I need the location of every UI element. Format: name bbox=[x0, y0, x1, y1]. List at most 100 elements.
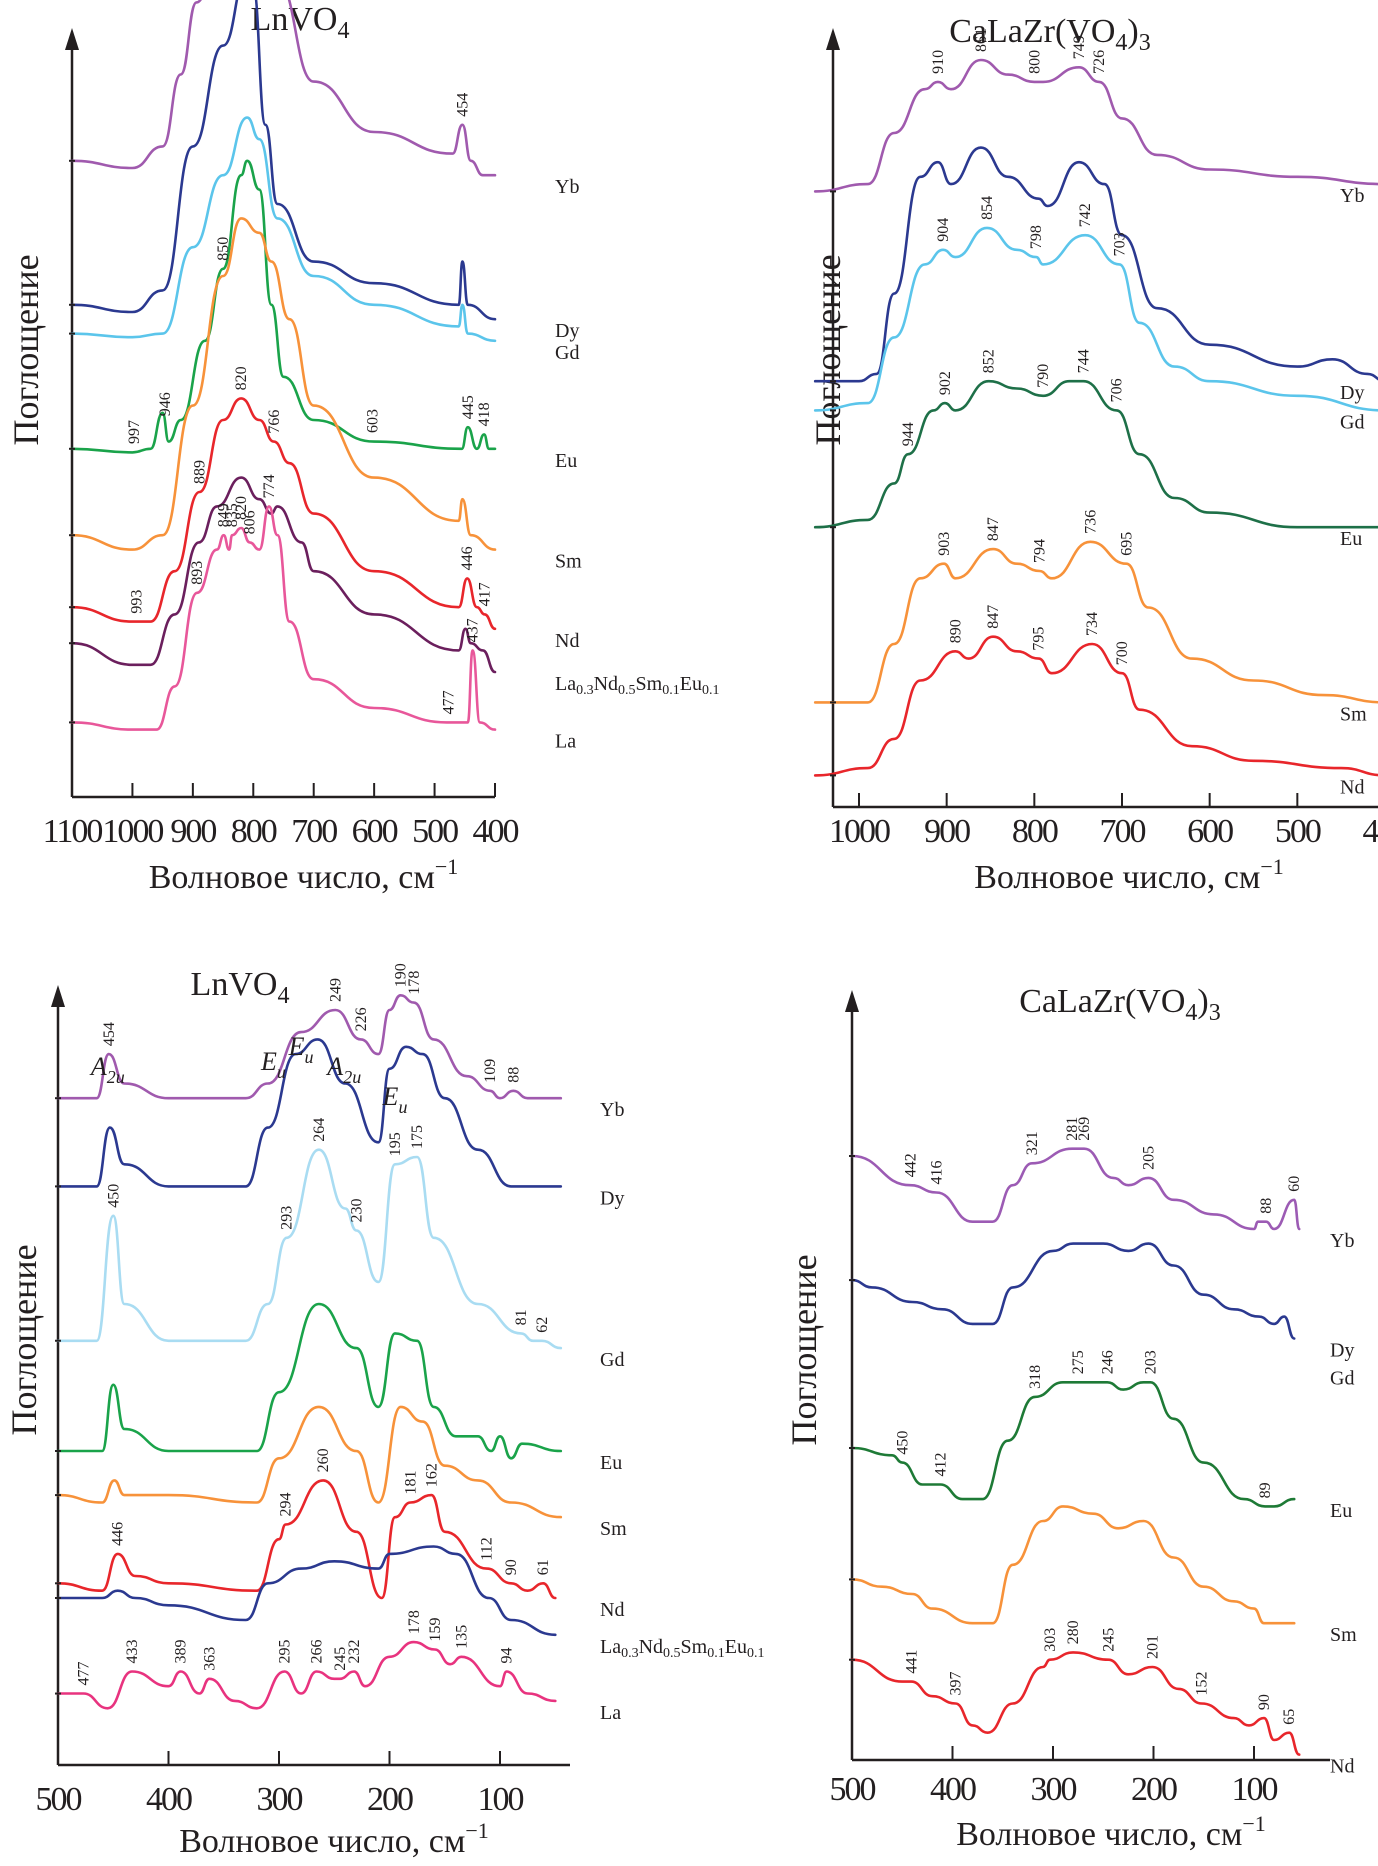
peak-label: 412 bbox=[932, 1453, 949, 1477]
series-label: Gd bbox=[600, 1349, 624, 1371]
y-axis-arrow-icon bbox=[826, 28, 840, 50]
series-label: Gd bbox=[555, 342, 579, 364]
peak-label: 946 bbox=[157, 392, 174, 416]
peak-label: 152 bbox=[1194, 1672, 1211, 1696]
series-line bbox=[850, 1651, 1301, 1756]
peak-label: 744 bbox=[1075, 349, 1092, 373]
peak-label: 280 bbox=[1065, 1620, 1082, 1644]
peak-label: 454 bbox=[454, 93, 471, 117]
chart-title: LnVO4 bbox=[251, 1, 350, 44]
y-axis-label: Поглощение bbox=[784, 1254, 824, 1445]
series-line bbox=[56, 1479, 557, 1600]
series-line bbox=[70, 0, 497, 177]
series-label: La0.3Nd0.5Sm0.1Eu0.1 bbox=[600, 1636, 764, 1661]
peak-label: 389 bbox=[173, 1640, 190, 1664]
peak-label: 195 bbox=[387, 1132, 404, 1156]
series-line bbox=[56, 994, 563, 1100]
peak-label: 903 bbox=[936, 532, 953, 556]
peak-label: 437 bbox=[465, 618, 482, 642]
peak-label: 159 bbox=[427, 1618, 444, 1642]
series-label: Dy bbox=[1340, 382, 1364, 404]
mode-label: A2u bbox=[89, 1052, 125, 1087]
y-axis-arrow-icon bbox=[65, 28, 79, 50]
peak-label: 997 bbox=[126, 420, 143, 444]
peak-label: 61 bbox=[535, 1559, 552, 1575]
peak-label: 774 bbox=[261, 474, 278, 498]
series-line bbox=[813, 58, 1378, 193]
series-gd: Gd bbox=[69, 116, 579, 364]
peak-label: 442 bbox=[902, 1153, 919, 1177]
panel-top-right: 1000 900 800 700 600 500 400 Волновое число, см… bbox=[808, 13, 1378, 896]
series-line bbox=[813, 226, 1378, 412]
x-tick-label: 800 bbox=[231, 813, 277, 850]
peak-label: 445 bbox=[460, 395, 477, 419]
peak-label: 446 bbox=[459, 546, 476, 570]
peak-label: 264 bbox=[311, 1118, 328, 1142]
peak-label: 232 bbox=[346, 1640, 363, 1664]
series-line bbox=[56, 1640, 557, 1710]
peak-label: 303 bbox=[1042, 1628, 1059, 1652]
peak-label: 700 bbox=[1114, 641, 1131, 665]
peak-label: 850 bbox=[215, 237, 232, 261]
peak-label: 910 bbox=[930, 50, 947, 74]
peak-label: 88 bbox=[505, 1067, 522, 1083]
peak-label: 852 bbox=[981, 349, 998, 373]
series-label: Nd bbox=[600, 1599, 624, 1621]
series-eu: 450 412 318 275 246 203 89 Eu bbox=[849, 1350, 1352, 1522]
series-sm: Sm bbox=[69, 217, 582, 573]
series-dy: Dy bbox=[69, 0, 579, 342]
peak-label: 190 bbox=[393, 963, 410, 987]
peak-label: 321 bbox=[1024, 1131, 1041, 1155]
x-tick-label: 700 bbox=[291, 813, 337, 850]
peak-label: 450 bbox=[894, 1431, 911, 1455]
peak-label: 433 bbox=[124, 1640, 141, 1664]
x-tick-label: 400 bbox=[1363, 813, 1378, 850]
peak-label: 230 bbox=[348, 1199, 365, 1223]
series-label: Sm bbox=[1330, 1624, 1357, 1646]
peak-label: 318 bbox=[1027, 1365, 1044, 1389]
series-dy: Dy bbox=[813, 146, 1378, 404]
series-line bbox=[70, 217, 497, 551]
peak-label: 890 bbox=[947, 619, 964, 643]
peak-label: 89 bbox=[1257, 1482, 1274, 1498]
peak-label: 65 bbox=[1281, 1709, 1298, 1725]
peak-label: 295 bbox=[277, 1640, 294, 1664]
series-line bbox=[850, 1505, 1296, 1625]
mode-label: Eu bbox=[288, 1032, 314, 1067]
series-eu: Eu bbox=[55, 1302, 622, 1474]
x-tick-label: 1000 bbox=[102, 813, 163, 850]
peak-label: 294 bbox=[278, 1493, 295, 1517]
series-line bbox=[70, 397, 497, 631]
peak-label: 902 bbox=[937, 371, 954, 395]
peak-label: 820 bbox=[233, 496, 250, 520]
series-line bbox=[813, 379, 1378, 529]
y-axis-label: Поглощение bbox=[6, 254, 46, 445]
chart-title: CaLaZr(VO4)3 bbox=[1019, 983, 1220, 1026]
peak-label: 266 bbox=[309, 1640, 326, 1664]
peak-label: 245 bbox=[1100, 1628, 1117, 1652]
peak-label: 703 bbox=[1111, 232, 1128, 256]
series-nd: 441 397 303 280 245 201 152 90 65 Nd bbox=[849, 1620, 1354, 1778]
peak-label: 695 bbox=[1118, 532, 1135, 556]
peak-label: 205 bbox=[1141, 1146, 1158, 1170]
peak-label: 790 bbox=[1035, 364, 1052, 388]
series-line bbox=[56, 1545, 557, 1637]
peak-label: 854 bbox=[979, 196, 996, 220]
peak-label: 88 bbox=[1258, 1198, 1275, 1214]
panel-top-left: 1100 1000 900 800 700 600 500 400 Волновое число… bbox=[6, 0, 719, 896]
series-nd: 446 294 260 181 162 112 90 61 Nd bbox=[55, 1448, 624, 1621]
x-tick-label: 1100 bbox=[43, 813, 103, 850]
series-gd: Gd bbox=[1330, 1368, 1354, 1390]
peak-label: 175 bbox=[409, 1125, 426, 1149]
chart-title: LnVO4 bbox=[191, 966, 290, 1009]
peak-label: 418 bbox=[476, 402, 493, 426]
series-line bbox=[850, 1380, 1296, 1508]
peak-label: 441 bbox=[903, 1650, 920, 1674]
series-line bbox=[56, 1038, 563, 1188]
series-label: La bbox=[555, 731, 576, 753]
series-label: Eu bbox=[1340, 528, 1362, 550]
mode-label: Eu bbox=[260, 1047, 286, 1082]
